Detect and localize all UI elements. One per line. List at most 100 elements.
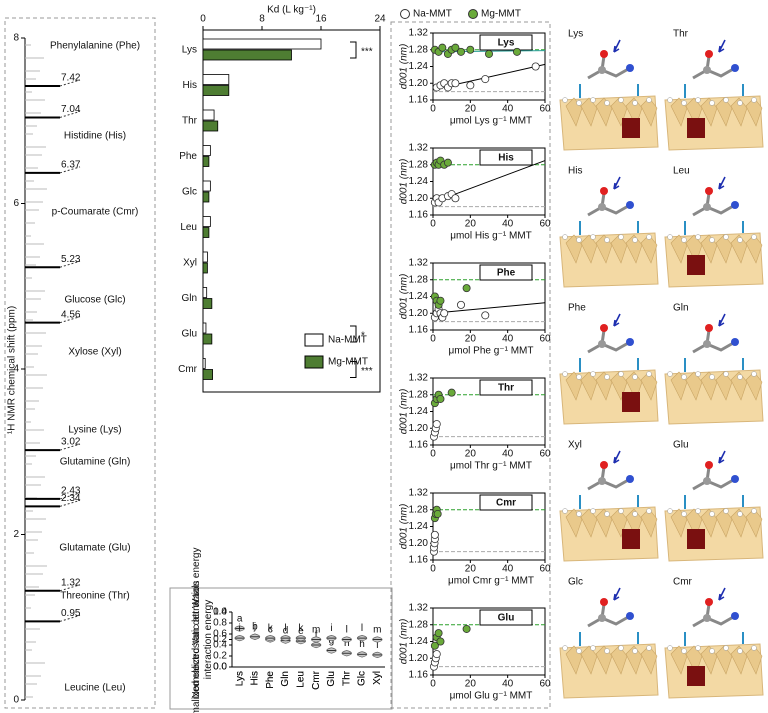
- point: [466, 45, 475, 54]
- bar: [202, 298, 213, 309]
- oxygen-atom: [695, 234, 701, 240]
- category-label: Cmr: [311, 670, 322, 690]
- peak-leader: [59, 584, 81, 592]
- structure-label: Glu: [673, 440, 689, 451]
- y-tick-label: 1.20: [409, 193, 429, 204]
- y-tick-label: 1.28: [409, 274, 429, 285]
- oxygen-atom: [562, 508, 568, 514]
- panel-title-box: [479, 494, 533, 511]
- oxygen-atom: [681, 374, 687, 380]
- oxygen-atom: [723, 234, 729, 240]
- x-tick-label: 40: [502, 449, 514, 460]
- water-bonds: [579, 84, 639, 98]
- x-axis-label: μmol His g⁻¹ MMT: [450, 231, 532, 242]
- category-label: Xyl: [183, 258, 197, 269]
- x-tick-label: 20: [465, 219, 477, 230]
- point: [434, 629, 443, 638]
- point: [456, 47, 465, 56]
- oxygen-atom: [576, 237, 582, 243]
- x-axis-label: μmol Cmr g⁻¹ MMT: [448, 576, 534, 587]
- y-tick-label: 1.16: [409, 555, 429, 566]
- category-label: Thr: [341, 670, 352, 686]
- x-tick-label: 40: [502, 219, 514, 230]
- y-tick-label: 1.24: [409, 406, 429, 417]
- point: [451, 79, 460, 88]
- structure-label: Gln: [673, 303, 689, 314]
- atom-c: [598, 66, 606, 74]
- category-label: Thr: [182, 116, 198, 127]
- y-tick-label: 1.24: [409, 176, 429, 187]
- y-tick-label: 1.28: [409, 389, 429, 400]
- peak-label: 7.42: [61, 73, 81, 84]
- y-axis-label-line: Normalized electrostatic attraction ener…: [191, 548, 202, 713]
- y-tick-label: 1.28: [409, 619, 429, 630]
- y-axis-label: d001 (nm): [399, 159, 410, 205]
- x-tick-label: 20: [465, 679, 477, 690]
- category-label: Glu: [326, 671, 337, 687]
- structure-label: Lys: [568, 29, 583, 40]
- oxygen-atom: [604, 100, 610, 106]
- atom-o: [600, 324, 608, 332]
- x-tick-label: 20: [465, 104, 477, 115]
- peak-leader: [59, 110, 81, 118]
- x-tick-label: 60: [539, 219, 551, 230]
- y-axis-label-line: Normalized Van der Waals: [191, 581, 202, 699]
- y-tick-label: 1.28: [409, 44, 429, 55]
- arrow: [718, 39, 726, 53]
- point: [443, 158, 452, 167]
- peak-label: 5.23: [61, 254, 81, 265]
- y-axis-label: d001 (nm): [399, 619, 410, 665]
- point: [436, 296, 445, 305]
- panel-title: Thr: [498, 383, 514, 394]
- group-letter: i: [376, 640, 378, 651]
- y-tick-label: 1.32: [409, 143, 429, 154]
- structure: [664, 587, 764, 699]
- y-axis-label: d001 (nm): [399, 389, 410, 435]
- atom-o: [705, 324, 713, 332]
- legend-swatch: [304, 355, 324, 369]
- y-tick-label: 2: [13, 529, 19, 540]
- water-bonds: [579, 632, 639, 646]
- bar: [202, 262, 208, 274]
- atom-c: [703, 66, 711, 74]
- water-bonds: [684, 632, 744, 646]
- bar: [202, 156, 210, 167]
- x-tick-label: 0: [430, 449, 436, 460]
- arrow: [613, 587, 621, 601]
- y-tick-label: 1.20: [409, 538, 429, 549]
- x-tick-label: 8: [259, 14, 265, 25]
- bar: [202, 251, 208, 263]
- category-label: Phe: [265, 671, 276, 689]
- group-letter: f: [315, 630, 318, 641]
- significance: *: [361, 331, 365, 342]
- octahedron: [687, 255, 705, 275]
- arrow: [613, 313, 621, 327]
- point: [462, 284, 471, 293]
- plot-frame: [202, 29, 381, 393]
- y-tick-label: 1.24: [409, 291, 429, 302]
- peak-label: 4.56: [61, 309, 81, 320]
- atom-o: [705, 50, 713, 58]
- arrow: [718, 587, 726, 601]
- x-axis-label: μmol Lys g⁻¹ MMT: [450, 116, 532, 127]
- vdw-box: [169, 587, 393, 710]
- y-tick-label: 0.2: [213, 651, 227, 662]
- water-bonds: [684, 358, 744, 372]
- x-tick-label: 0: [430, 564, 436, 575]
- atom-c: [598, 477, 606, 485]
- oxygen-atom: [618, 645, 624, 651]
- oxygen-atom: [751, 97, 757, 103]
- compound-name: Glutamine (Gln): [60, 457, 131, 468]
- atom-n: [626, 612, 634, 620]
- x-tick-label: 60: [539, 334, 551, 345]
- category-label: Xyl: [372, 671, 383, 685]
- y-axis-label: d001 (nm): [399, 504, 410, 550]
- arrow: [718, 450, 726, 464]
- oxygen-atom: [632, 237, 638, 243]
- oxygen-atom: [618, 97, 624, 103]
- category-label: His: [183, 80, 197, 91]
- molecule-bonds: [587, 55, 631, 80]
- water-bonds: [684, 495, 744, 509]
- oxygen-atom: [590, 97, 596, 103]
- point: [466, 81, 475, 90]
